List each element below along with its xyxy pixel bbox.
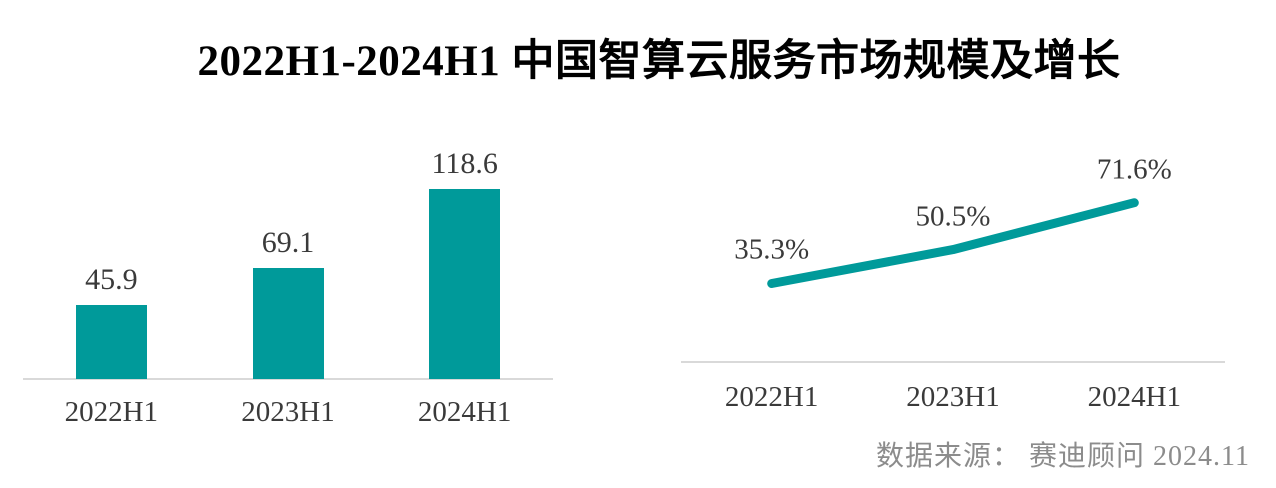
bar-2023H1 [252, 268, 324, 379]
line-value-label-2024H1: 71.6% [1096, 153, 1172, 186]
chart-title: 2022H1-2024H1 中国智算云服务市场规模及增长 [197, 38, 1121, 85]
bar-category-label-2023H1: 2023H1 [241, 396, 335, 428]
bar-2022H1 [75, 305, 147, 379]
line-category-label-2024H1: 2024H1 [1087, 381, 1182, 413]
bar-value-label-2022H1: 45.9 [85, 263, 138, 296]
line-value-label-2022H1: 35.3% [734, 233, 810, 266]
source-note: 数据来源： 赛迪顾问 2024.11 [876, 441, 1250, 472]
line-category-label-2023H1: 2023H1 [906, 381, 1000, 413]
bar-category-label-2024H1: 2024H1 [417, 396, 512, 428]
line-chart-x-axis [681, 361, 1225, 363]
bar-value-label-2024H1: 118.6 [431, 147, 498, 180]
line-category-label-2022H1: 2022H1 [724, 381, 819, 413]
bar-category-label-2022H1: 2022H1 [64, 396, 159, 428]
line-value-label-2023H1: 50.5% [915, 200, 991, 233]
bar-value-label-2023H1: 69.1 [261, 226, 315, 259]
bar-2024H1 [429, 189, 501, 379]
bar-chart-x-axis [23, 378, 553, 380]
